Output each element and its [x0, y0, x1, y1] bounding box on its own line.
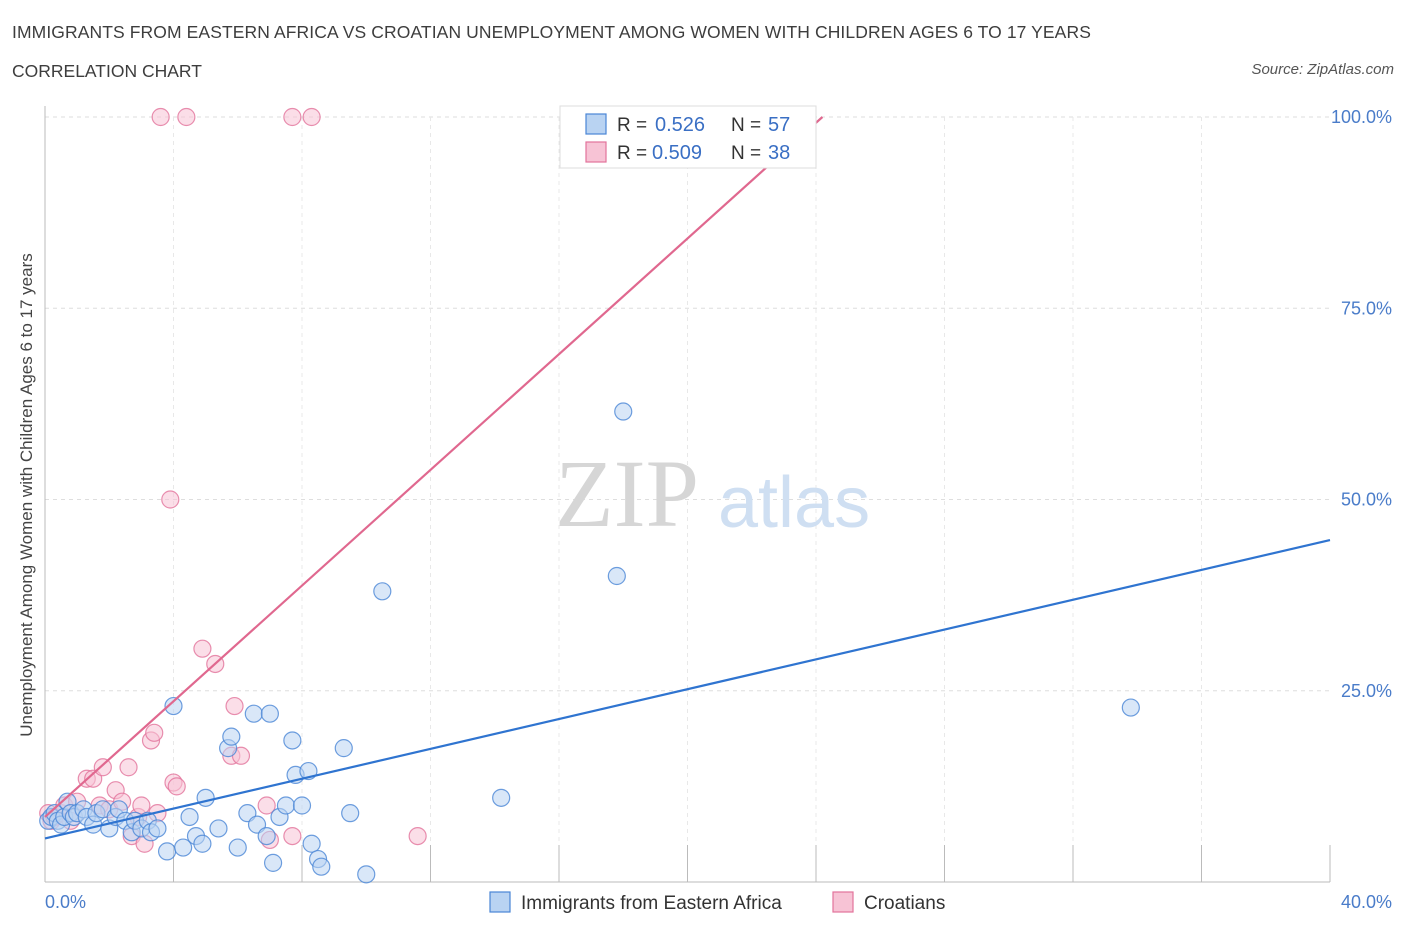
- series-legend-swatch-croatians: [832, 891, 854, 913]
- watermark-atlas: atlas: [718, 463, 870, 543]
- data-point-eastern-africa: [260, 704, 279, 723]
- x-tick-label: 0.0%: [45, 892, 86, 912]
- legend-n-label: N =: [731, 143, 761, 164]
- watermark: ZIP atlas: [555, 440, 870, 547]
- data-point-croatians: [167, 777, 186, 796]
- legend-swatch-croatians: [585, 141, 607, 163]
- legend-n-value: 38: [768, 142, 790, 164]
- trend-line-croatians: [44, 116, 824, 818]
- data-point-croatians: [93, 758, 112, 777]
- data-point-croatians: [177, 107, 196, 127]
- chart-title: IMMIGRANTS FROM EASTERN AFRICA VS CROATI…: [12, 22, 1091, 42]
- data-point-eastern-africa: [222, 727, 241, 746]
- data-point-eastern-africa: [157, 842, 177, 861]
- data-point-eastern-africa: [174, 838, 193, 857]
- data-point-eastern-africa: [257, 826, 276, 846]
- data-point-eastern-africa: [263, 853, 283, 872]
- data-point-croatians: [225, 696, 244, 716]
- data-point-eastern-africa: [312, 857, 331, 876]
- x-tick-labels: 0.0% 40.0%: [45, 892, 1392, 912]
- data-point-eastern-africa: [228, 838, 247, 857]
- data-point-eastern-africa: [334, 739, 353, 758]
- chart-subtitle: CORRELATION CHART: [12, 61, 202, 81]
- x-tick-label: 40.0%: [1341, 892, 1392, 912]
- trend-lines: [44, 116, 1331, 840]
- legend-swatch-eastern-africa: [585, 113, 607, 135]
- data-point-eastern-africa: [292, 796, 312, 815]
- data-point-croatians: [408, 826, 427, 846]
- data-point-eastern-africa: [276, 796, 296, 815]
- data-point-eastern-africa: [193, 834, 212, 853]
- data-point-croatians: [151, 107, 170, 127]
- data-point-croatians: [132, 796, 151, 815]
- data-point-eastern-africa: [357, 865, 376, 884]
- data-point-eastern-africa: [607, 566, 626, 586]
- legend-r-label: R =: [617, 143, 647, 164]
- legend-r-value: 0.526: [655, 114, 705, 136]
- data-point-eastern-africa: [614, 402, 633, 421]
- axes: [44, 106, 1331, 883]
- data-point-eastern-africa: [164, 696, 183, 716]
- data-point-eastern-africa: [148, 819, 167, 838]
- legend-r-value: 0.509: [652, 142, 702, 164]
- legend: R = 0.526 N = 57 R = 0.509 N = 38: [559, 105, 817, 169]
- source-label: Source: ZipAtlas.com: [1251, 61, 1394, 78]
- y-tick-label: 75.0%: [1341, 298, 1392, 318]
- data-point-eastern-africa: [341, 804, 360, 823]
- trend-line-eastern-africa: [44, 538, 1331, 840]
- series-legend-label-eastern-africa: Immigrants from Eastern Africa: [521, 893, 782, 914]
- data-point-eastern-africa: [209, 819, 228, 838]
- y-tick-label: 50.0%: [1341, 490, 1392, 510]
- data-point-croatians: [283, 826, 302, 846]
- data-point-eastern-africa: [180, 807, 199, 827]
- data-point-croatians: [161, 490, 180, 509]
- data-point-croatians: [302, 107, 321, 127]
- data-point-eastern-africa: [244, 704, 263, 723]
- legend-n-value: 57: [768, 114, 790, 136]
- data-point-croatians: [283, 107, 302, 127]
- data-point-croatians: [257, 796, 276, 815]
- series-legend-swatch-eastern-africa: [489, 891, 511, 913]
- data-point-eastern-africa: [302, 834, 321, 853]
- legend-r-label: R =: [617, 115, 647, 136]
- y-tick-labels: 25.0% 50.0% 75.0% 100.0%: [1331, 107, 1392, 701]
- data-point-eastern-africa: [373, 582, 392, 601]
- data-point-croatians: [145, 723, 164, 742]
- data-point-croatians: [119, 758, 138, 777]
- series-legend-label-croatians: Croatians: [864, 893, 945, 914]
- legend-n-label: N =: [731, 115, 761, 136]
- data-point-eastern-africa: [196, 788, 215, 807]
- data-point-croatians: [193, 639, 212, 658]
- y-tick-label: 25.0%: [1341, 681, 1392, 701]
- series-legend: Immigrants from Eastern Africa Croatians: [489, 891, 945, 914]
- watermark-zip: ZIP: [555, 440, 699, 547]
- data-point-eastern-africa: [1121, 698, 1140, 717]
- data-points: [39, 107, 1140, 884]
- y-tick-label: 100.0%: [1331, 107, 1392, 127]
- data-point-eastern-africa: [492, 788, 511, 807]
- data-point-eastern-africa: [283, 731, 302, 750]
